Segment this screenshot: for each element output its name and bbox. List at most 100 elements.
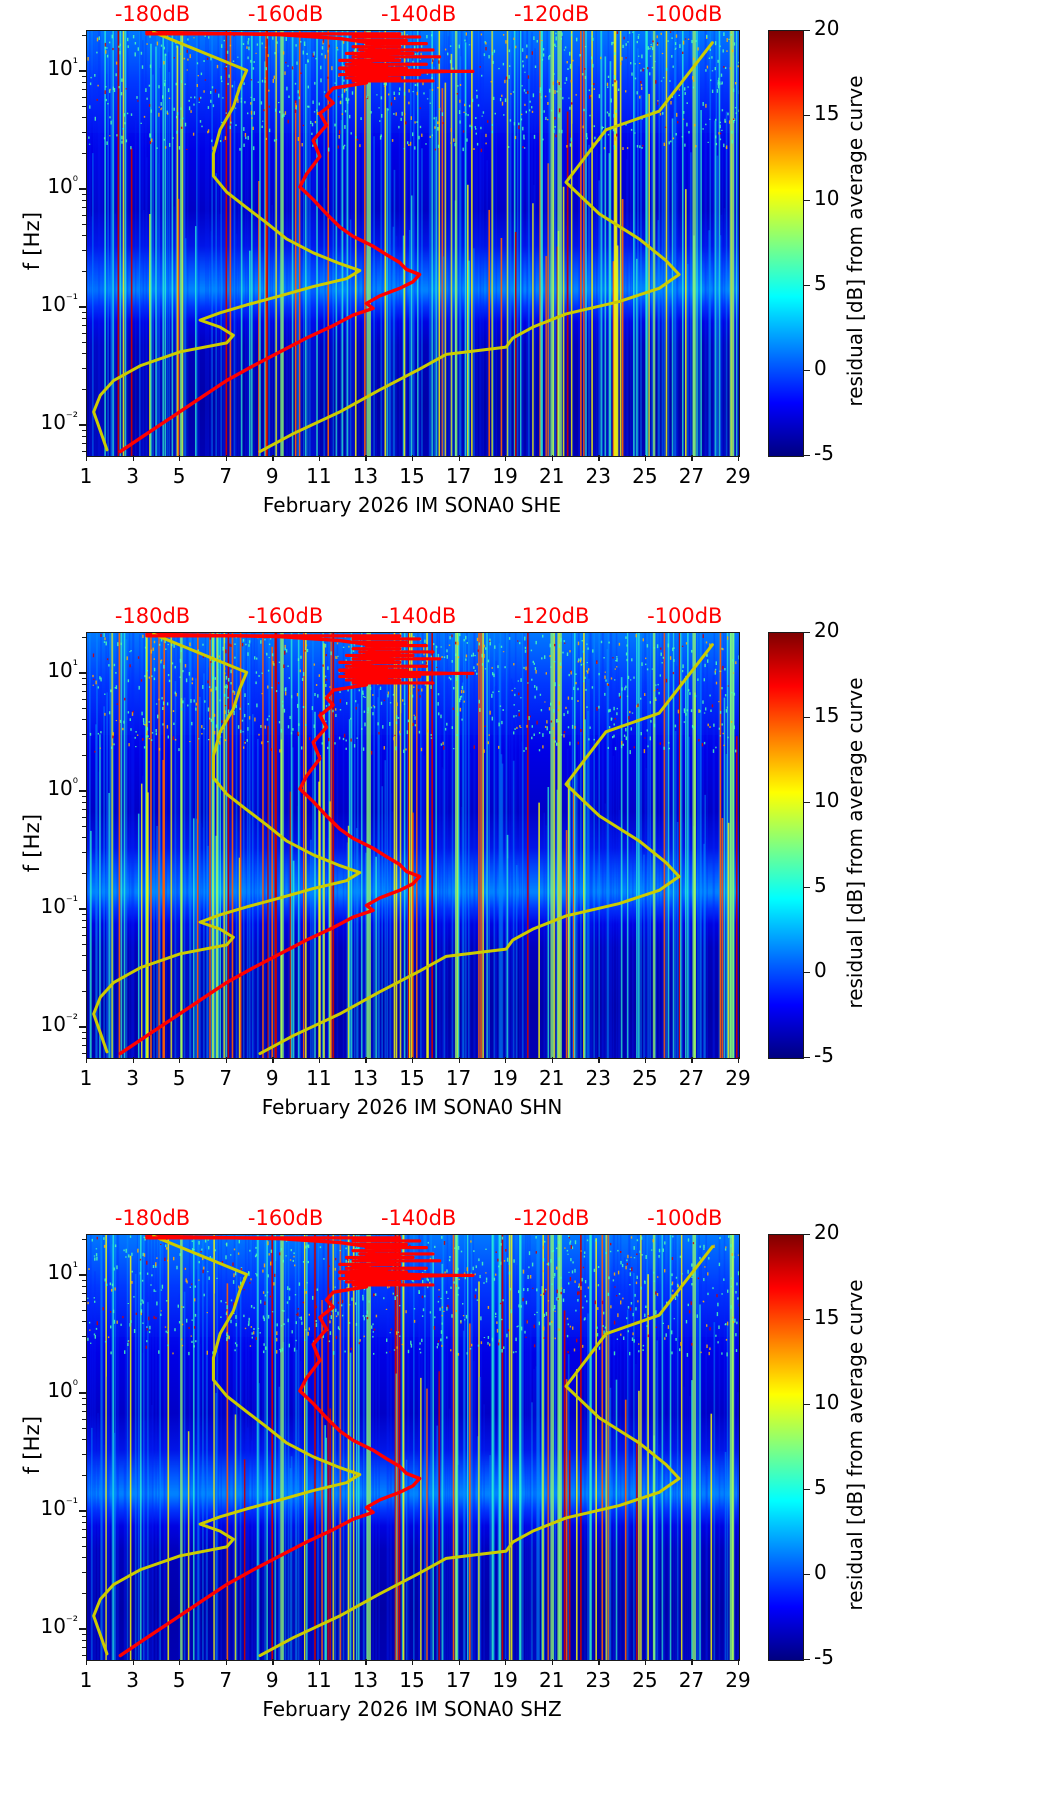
colorbar-tick: 0 xyxy=(814,958,827,982)
colorbar-tick: 20 xyxy=(814,16,840,40)
colorbar-tickmark xyxy=(803,1057,810,1059)
y-axis-minor-tickmark xyxy=(82,1639,86,1641)
y-axis-minor-tickmark xyxy=(82,1397,86,1399)
y-axis-minor-tickmark xyxy=(82,235,86,237)
colorbar-tick: 10 xyxy=(814,186,840,210)
db-axis-tick: -180dB xyxy=(114,604,191,628)
y-axis-minor-tickmark xyxy=(82,1536,86,1538)
y-axis-minor-tickmark xyxy=(82,1418,86,1420)
y-axis-minor-tickmark xyxy=(82,1474,86,1476)
y-axis-minor-tickmark xyxy=(82,1279,86,1281)
y-axis-tickmark xyxy=(79,1628,86,1630)
microseism-band xyxy=(87,1450,739,1527)
curve-red-psd-curve xyxy=(118,31,448,454)
x-axis-tickmark xyxy=(179,455,181,461)
x-axis-tick: 7 xyxy=(219,1066,233,1090)
colorbar-she xyxy=(768,30,804,457)
y-axis-minor-tickmark xyxy=(82,1572,86,1574)
x-axis-tickmark xyxy=(644,455,647,461)
y-axis-minor-tickmark xyxy=(82,698,86,700)
x-axis-tickmark xyxy=(598,455,600,461)
x-axis-tickmark xyxy=(738,1659,740,1665)
y-axis-minor-tickmark xyxy=(82,990,86,992)
x-axis-tickmark xyxy=(691,1659,693,1665)
colorbar-tickmark xyxy=(803,972,810,974)
y-axis-minor-tickmark xyxy=(82,707,86,709)
db-axis-tick: -160dB xyxy=(247,2,324,26)
x-axis-tickmark xyxy=(132,455,134,461)
y-axis-minor-tickmark xyxy=(82,1528,86,1530)
panel-title-shn: February 2026 IM SONA0 SHN xyxy=(261,1095,563,1119)
colorbar-tickmark xyxy=(803,1659,810,1661)
y-axis-minor-tickmark xyxy=(82,926,86,928)
colorbar-tick: 15 xyxy=(814,101,840,125)
colorbar-tick: 0 xyxy=(814,356,827,380)
x-axis-tickmark xyxy=(318,1057,321,1063)
x-axis-tick: 23 xyxy=(585,464,611,488)
x-axis-tick: 11 xyxy=(306,464,332,488)
y-axis-tick: 10⁻² xyxy=(40,1012,78,1037)
db-axis-tick: -140dB xyxy=(380,604,457,628)
x-axis-tickmark xyxy=(318,455,321,461)
curve-yellow-high-noise-branch xyxy=(258,1245,714,1658)
y-axis-minor-tickmark xyxy=(82,223,86,225)
x-axis-tick: 19 xyxy=(492,464,518,488)
y-axis-minor-tickmark xyxy=(82,353,86,355)
colorbar-tick: 15 xyxy=(814,703,840,727)
x-axis-tick: 21 xyxy=(538,464,565,488)
x-axis-tickmark xyxy=(132,1659,134,1665)
x-axis-tick: 29 xyxy=(725,1668,751,1692)
x-axis-tick: 1 xyxy=(79,464,93,488)
x-axis-tickmark xyxy=(644,1659,647,1665)
x-axis-tick: 17 xyxy=(445,1066,472,1090)
x-axis-tick: 13 xyxy=(352,1668,379,1692)
colorbar-label: residual [dB] from average curve xyxy=(843,74,867,407)
db-axis-tick: -120dB xyxy=(514,1206,590,1230)
y-axis-minor-tickmark xyxy=(82,943,86,945)
curve-yellow-high-noise-branch xyxy=(258,643,714,1056)
y-axis-minor-tickmark xyxy=(82,1592,86,1594)
y-axis-minor-tickmark xyxy=(82,919,86,921)
x-axis-tickmark xyxy=(132,1057,134,1063)
y-axis-minor-tickmark xyxy=(82,1521,86,1523)
y-axis-label: f [Hz] xyxy=(20,813,44,872)
x-axis-tickmark xyxy=(179,1057,181,1063)
y-axis-minor-tickmark xyxy=(82,75,86,77)
y-axis-minor-tickmark xyxy=(82,1292,86,1294)
y-axis-minor-tickmark xyxy=(82,1545,86,1547)
y-axis-minor-tickmark xyxy=(82,96,86,98)
spectrogram-columns xyxy=(89,633,739,1058)
y-axis-minor-tickmark xyxy=(82,132,86,134)
plot-area-shn xyxy=(86,632,740,1059)
x-axis-tick: 3 xyxy=(126,1668,139,1692)
y-axis-minor-tickmark xyxy=(82,683,86,685)
y-axis-tickmark xyxy=(79,1026,86,1028)
x-axis-tick: 27 xyxy=(678,1066,705,1090)
y-axis-minor-tickmark xyxy=(82,719,86,721)
x-axis-tickmark xyxy=(225,1659,227,1665)
y-axis-minor-tickmark xyxy=(82,332,86,334)
y-axis-minor-tickmark xyxy=(82,1454,86,1456)
y-axis-minor-tickmark xyxy=(82,1654,86,1656)
colorbar-tickmark xyxy=(803,1404,810,1406)
y-axis-tick: 10⁰ xyxy=(47,1378,78,1403)
colorbar-tick: 20 xyxy=(814,618,840,642)
y-axis-tickmark xyxy=(79,188,86,190)
y-axis-minor-tickmark xyxy=(82,816,86,818)
y-axis-tick: 10⁰ xyxy=(47,776,78,801)
colorbar-tickmark xyxy=(803,285,810,287)
colorbar-tickmark xyxy=(803,1319,810,1321)
y-axis-minor-tickmark xyxy=(82,690,86,692)
x-axis-tick: 29 xyxy=(725,1066,751,1090)
colorbar-tickmark xyxy=(803,1574,810,1576)
y-axis-minor-tickmark xyxy=(82,801,86,803)
y-axis-minor-tickmark xyxy=(82,429,86,431)
x-axis-tick: 1 xyxy=(79,1668,93,1692)
x-axis-tick: 19 xyxy=(492,1668,518,1692)
x-axis-tickmark xyxy=(365,1057,367,1063)
x-axis-tick: 25 xyxy=(632,1066,658,1090)
curve-red-psd-curve xyxy=(118,633,448,1056)
y-axis-minor-tickmark xyxy=(82,317,86,319)
x-axis-tick: 5 xyxy=(172,1066,186,1090)
spectrogram-columns xyxy=(87,1235,739,1660)
